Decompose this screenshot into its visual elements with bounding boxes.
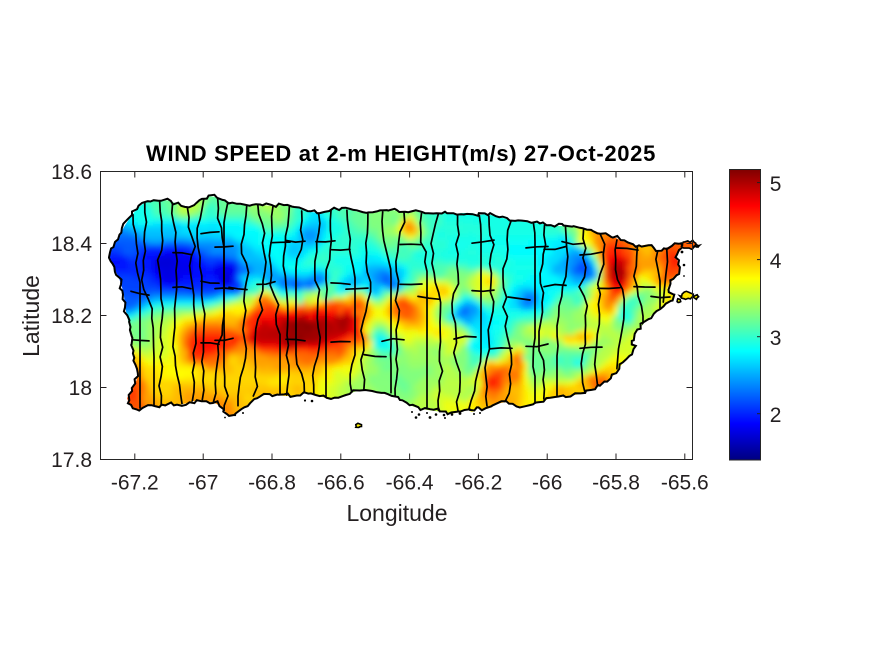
- svg-text:-66.4: -66.4: [386, 472, 434, 495]
- svg-text:2: 2: [770, 404, 782, 427]
- svg-text:4: 4: [770, 250, 782, 273]
- svg-text:-66.6: -66.6: [317, 472, 365, 495]
- svg-text:18.2: 18.2: [51, 305, 92, 328]
- svg-text:Latitude: Latitude: [18, 275, 44, 357]
- svg-text:-65.6: -65.6: [661, 472, 709, 495]
- svg-text:WIND SPEED at 2-m HEIGHT(m/s): WIND SPEED at 2-m HEIGHT(m/s) 27-Oct-202…: [146, 141, 656, 166]
- svg-text:-66.8: -66.8: [248, 472, 296, 495]
- svg-text:-67.2: -67.2: [111, 472, 159, 495]
- svg-text:-65.8: -65.8: [592, 472, 640, 495]
- svg-text:Longitude: Longitude: [346, 500, 447, 526]
- svg-text:3: 3: [770, 327, 782, 350]
- svg-text:-67: -67: [188, 472, 218, 495]
- svg-text:17.8: 17.8: [51, 449, 92, 472]
- svg-text:-66: -66: [532, 472, 562, 495]
- svg-text:18.4: 18.4: [51, 233, 92, 256]
- svg-text:18.6: 18.6: [51, 161, 92, 184]
- svg-text:18: 18: [69, 377, 92, 400]
- svg-text:-66.2: -66.2: [454, 472, 502, 495]
- svg-text:5: 5: [770, 173, 782, 196]
